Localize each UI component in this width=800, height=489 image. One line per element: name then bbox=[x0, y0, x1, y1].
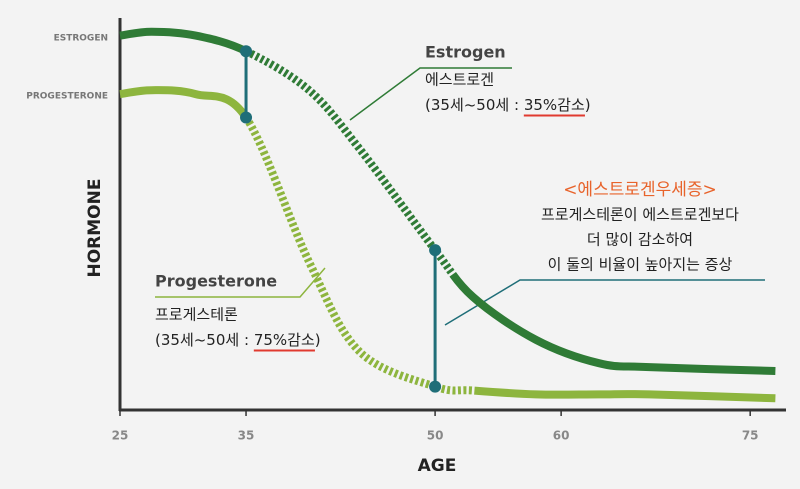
annotation-text: 프로게스테론 bbox=[155, 306, 238, 324]
text: 75%감소 bbox=[254, 331, 315, 349]
leader-line bbox=[349, 67, 512, 121]
text: ) bbox=[585, 96, 591, 114]
annotation-text: 더 많이 감소하여 bbox=[587, 231, 693, 249]
point-marker bbox=[429, 244, 442, 257]
text: 35%감소 bbox=[524, 96, 585, 114]
x-tick-label: 60 bbox=[553, 429, 570, 443]
annotation-title: Progesterone bbox=[155, 272, 277, 291]
annotation-text: 프로게스테론이 에스트로겐보다 bbox=[541, 206, 739, 224]
point-marker bbox=[240, 111, 253, 124]
x-tick-label: 35 bbox=[238, 429, 255, 443]
x-tick-label: 25 bbox=[112, 429, 129, 443]
series-label: PROGESTERONE bbox=[26, 92, 108, 102]
leader-line bbox=[444, 279, 765, 326]
point-marker bbox=[429, 380, 442, 393]
annotation-text: 이 둘의 비율이 높아지는 증상 bbox=[548, 256, 733, 274]
point-marker bbox=[240, 45, 253, 58]
annotation-text: 에스트로겐 bbox=[425, 71, 494, 89]
annotation-title: <에스트로겐우세증> bbox=[563, 180, 717, 200]
y-axis-label: HORMONE bbox=[85, 179, 105, 278]
annotation-text: (35세~50세 : 75%감소) bbox=[155, 331, 321, 349]
x-tick-label: 50 bbox=[427, 429, 444, 443]
x-tick-label: 75 bbox=[742, 429, 759, 443]
text: (35세~50세 : bbox=[155, 331, 249, 349]
annotation-title: Estrogen bbox=[425, 43, 506, 62]
series-label: ESTROGEN bbox=[54, 34, 108, 44]
annotation-text: (35세~50세 : 35%감소) bbox=[425, 96, 591, 114]
series-line bbox=[119, 27, 776, 375]
series-line bbox=[119, 86, 776, 403]
text: ) bbox=[315, 331, 321, 349]
text: (35세~50세 : bbox=[425, 96, 519, 114]
leader-line bbox=[155, 267, 326, 298]
x-axis-label: AGE bbox=[418, 456, 457, 476]
